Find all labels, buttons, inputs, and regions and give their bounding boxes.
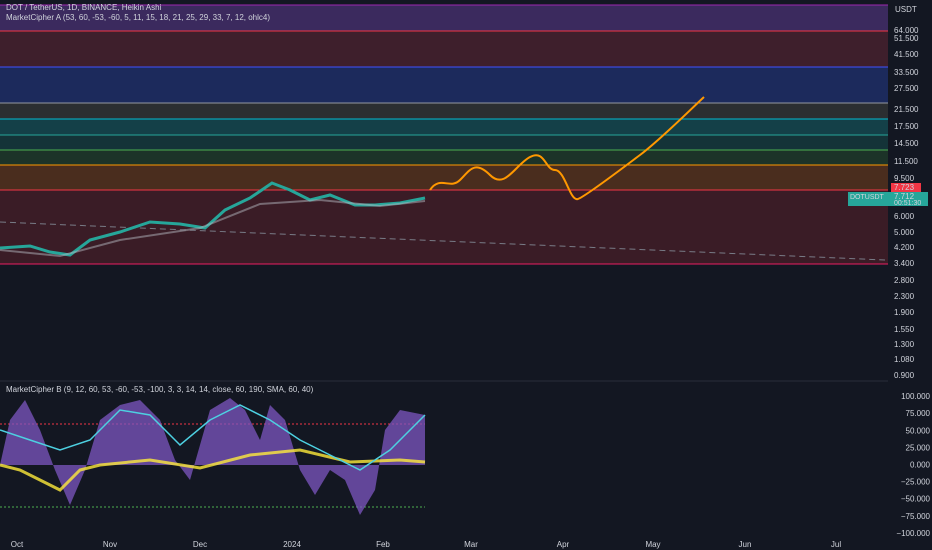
osc-label: −75.000 xyxy=(901,512,931,521)
osc-label: 50.000 xyxy=(906,426,931,435)
time-label: May xyxy=(645,540,660,549)
level-badge-text: 7.723 xyxy=(894,183,915,192)
price-axis xyxy=(888,0,932,550)
time-label: Dec xyxy=(193,540,207,549)
zone xyxy=(0,31,888,67)
price-label: 64.000 xyxy=(894,26,919,35)
wave-line xyxy=(0,404,426,471)
zone xyxy=(0,5,888,31)
indicator-a: MarketCipher A (53, 60, -53, -60, 5, 11,… xyxy=(6,13,270,22)
price-label: 4.200 xyxy=(894,243,915,252)
price-label: 1.900 xyxy=(894,308,915,317)
price-label: 1.080 xyxy=(894,355,915,364)
zone xyxy=(0,119,888,135)
rsi-mfi xyxy=(0,448,426,492)
zone xyxy=(0,67,888,103)
symbol-title: DOT / TetherUS, 1D, BINANCE, Heikin Ashi xyxy=(6,3,162,12)
osc-label: −25.000 xyxy=(901,478,931,487)
osc-label: −50.000 xyxy=(901,495,931,504)
price-label: 41.500 xyxy=(894,50,919,59)
price-label: 21.500 xyxy=(894,105,919,114)
price-label: 17.500 xyxy=(894,122,919,131)
price-label: 27.500 xyxy=(894,84,919,93)
symbol-badge: DOTUSDT xyxy=(850,194,885,201)
time-label: Nov xyxy=(103,540,117,549)
osc-label: 75.000 xyxy=(906,409,931,418)
zone xyxy=(0,190,888,264)
zone xyxy=(0,135,888,150)
money-flow-wave xyxy=(0,398,425,515)
price-label: 1.550 xyxy=(894,325,915,334)
time-label: Oct xyxy=(11,540,24,549)
price-label: 14.500 xyxy=(894,139,919,148)
price-label: 33.500 xyxy=(894,68,919,77)
countdown: 00:51:30 xyxy=(894,200,921,207)
price-label: 11.500 xyxy=(894,157,918,166)
indicator-b: MarketCipher B (9, 12, 60, 53, -60, -53,… xyxy=(6,385,314,394)
last-badge xyxy=(848,192,928,206)
currency: USDT xyxy=(895,5,917,14)
zone xyxy=(0,103,888,119)
price-label: 0.900 xyxy=(894,371,915,380)
time-label: 2024 xyxy=(283,540,301,549)
forecast-drawing xyxy=(429,96,705,200)
price-label: 5.000 xyxy=(894,228,915,237)
price-candles xyxy=(0,181,426,257)
ema-ribbon xyxy=(0,198,426,258)
trend-line xyxy=(0,221,886,261)
time-label: Mar xyxy=(464,540,478,549)
time-label: Feb xyxy=(376,540,390,549)
price-label: 6.000 xyxy=(894,212,915,221)
last-price: 7.712 xyxy=(894,192,915,201)
fib-zones xyxy=(0,4,888,265)
time-label: Apr xyxy=(557,540,570,549)
price-label: 1.300 xyxy=(894,340,915,349)
zone xyxy=(0,165,888,190)
osc-label: 25.000 xyxy=(906,443,931,452)
osc-label: 0.000 xyxy=(910,461,931,470)
price-label: 2.800 xyxy=(894,276,915,285)
time-label: Jun xyxy=(739,540,752,549)
price-label: 2.300 xyxy=(894,292,915,301)
price-label: 9.500 xyxy=(894,174,915,183)
level-badge xyxy=(891,183,921,193)
time-label: Jul xyxy=(831,540,841,549)
price-label: 3.400 xyxy=(894,259,915,268)
osc-label: −100.000 xyxy=(896,529,930,538)
price-label: 51.500 xyxy=(894,34,919,43)
zone xyxy=(0,150,888,165)
time-axis xyxy=(0,540,888,550)
osc-label: 100.000 xyxy=(901,392,930,401)
